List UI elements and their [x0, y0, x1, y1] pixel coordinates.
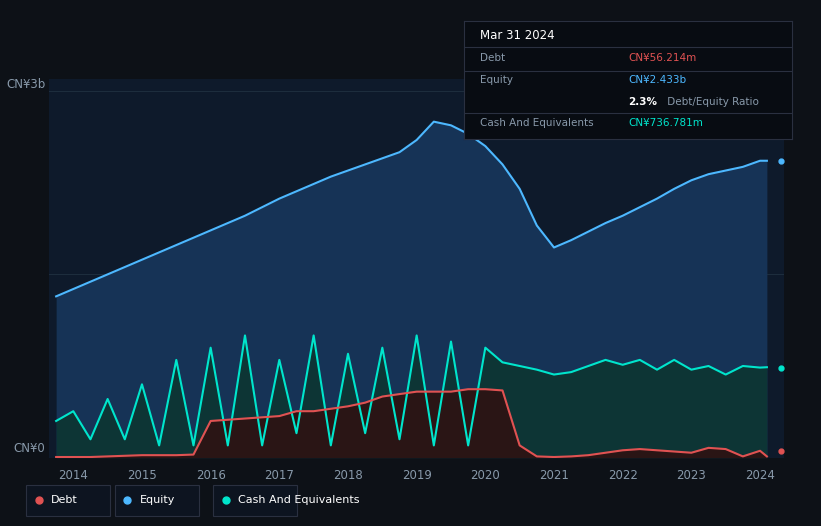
FancyBboxPatch shape [213, 485, 297, 515]
Text: CN¥736.781m: CN¥736.781m [628, 118, 703, 128]
Text: Debt: Debt [480, 53, 506, 63]
FancyBboxPatch shape [26, 485, 110, 515]
Text: Cash And Equivalents: Cash And Equivalents [480, 118, 594, 128]
Text: Debt: Debt [51, 494, 78, 505]
Text: Cash And Equivalents: Cash And Equivalents [238, 494, 360, 505]
Text: 2.3%: 2.3% [628, 97, 657, 107]
Text: CN¥0: CN¥0 [14, 442, 46, 455]
FancyBboxPatch shape [115, 485, 199, 515]
Text: CN¥2.433b: CN¥2.433b [628, 75, 686, 86]
Text: CN¥56.214m: CN¥56.214m [628, 53, 696, 63]
Text: Equity: Equity [140, 494, 175, 505]
Text: Debt/Equity Ratio: Debt/Equity Ratio [664, 97, 759, 107]
Text: Equity: Equity [480, 75, 513, 86]
Text: Mar 31 2024: Mar 31 2024 [480, 29, 555, 42]
Text: CN¥3b: CN¥3b [7, 78, 46, 91]
